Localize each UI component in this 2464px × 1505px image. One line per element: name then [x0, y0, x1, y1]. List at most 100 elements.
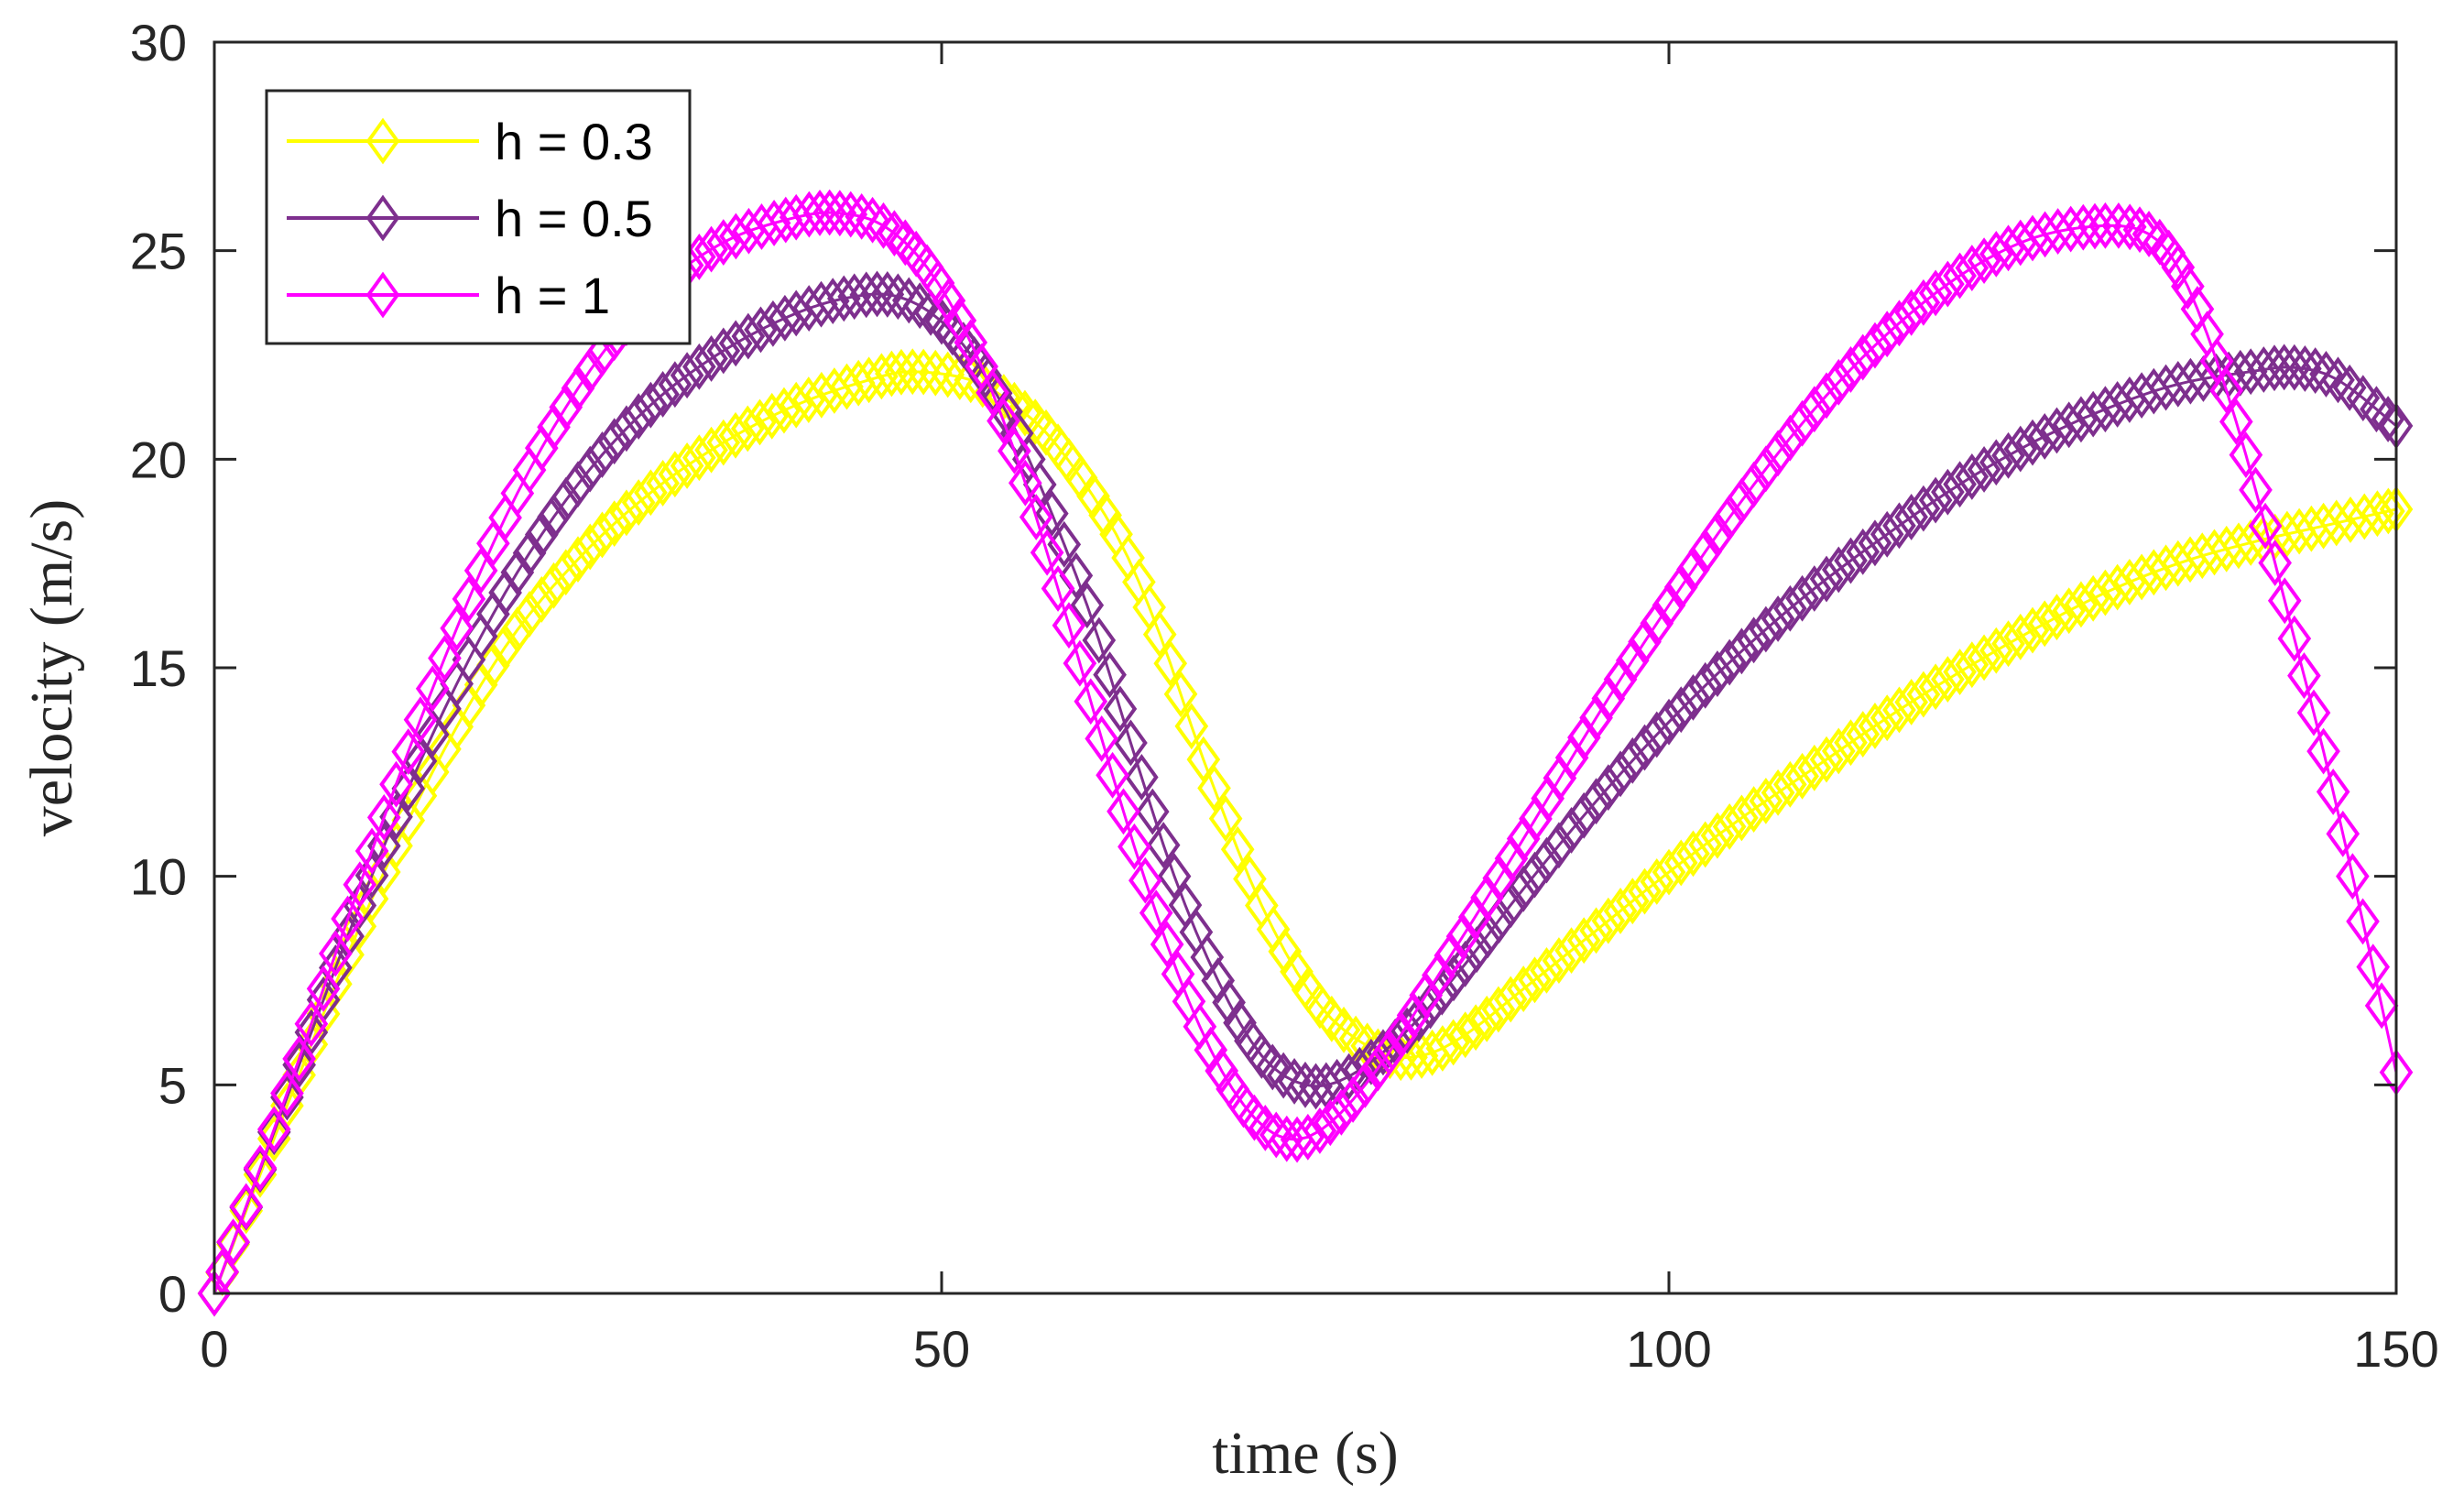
data-point-marker [1663, 839, 1698, 887]
data-point-marker [1663, 686, 1698, 734]
y-tick-label: 10 [130, 848, 187, 906]
data-point-marker [779, 289, 813, 337]
data-point-marker [1918, 269, 1953, 317]
data-point-marker [2003, 425, 2038, 473]
data-point-marker [1566, 917, 1601, 965]
data-point-marker [585, 511, 619, 559]
data-point-marker [860, 270, 894, 318]
data-point-marker [524, 576, 559, 623]
data-point-marker [2015, 606, 2050, 654]
data-point-marker [1070, 582, 1105, 629]
data-point-marker [2371, 396, 2405, 442]
data-point-marker [1894, 679, 1928, 725]
x-tick-label: 0 [200, 1320, 228, 1378]
legend: h = 0.3 h = 0.5 h = 1 [265, 89, 692, 345]
data-point-marker [1303, 1107, 1337, 1154]
data-point-marker [343, 882, 377, 929]
data-point-marker [2064, 581, 2099, 628]
data-point-marker [2319, 499, 2354, 547]
data-point-marker [719, 213, 753, 260]
data-point-marker [2076, 390, 2110, 438]
data-point-marker [1700, 650, 1735, 697]
data-point-marker [2054, 205, 2088, 253]
data-point-marker [572, 346, 607, 394]
data-point-marker [634, 469, 668, 517]
data-point-marker [2296, 689, 2331, 736]
data-point-marker [2360, 490, 2394, 538]
data-point-marker [1906, 278, 1941, 326]
data-point-marker [1354, 1038, 1389, 1085]
data-point-marker [229, 1183, 264, 1230]
data-point-marker [658, 361, 692, 409]
data-point-marker [1761, 430, 1795, 477]
data-point-marker [1338, 1015, 1373, 1063]
data-point-marker [391, 728, 426, 775]
data-point-marker [2015, 419, 2050, 466]
data-point-marker [343, 861, 377, 909]
data-point-marker [1030, 529, 1064, 576]
data-point-marker [1530, 836, 1564, 884]
data-point-marker [706, 419, 741, 466]
data-point-marker [549, 476, 583, 524]
data-point-marker [1153, 639, 1188, 687]
data-point-marker [391, 765, 426, 812]
data-point-marker [1567, 714, 1601, 761]
data-point-marker [1332, 1052, 1366, 1100]
data-point-marker [1220, 825, 1255, 873]
data-point-marker [1436, 1019, 1470, 1066]
data-point-marker [1186, 736, 1221, 783]
data-point-marker [646, 460, 680, 507]
data-point-marker [2209, 366, 2244, 414]
data-point-marker [891, 277, 926, 324]
data-point-marker [621, 393, 656, 441]
data-point-marker [1530, 946, 1564, 994]
data-point-marker [1118, 823, 1151, 870]
data-point-marker [1628, 618, 1662, 666]
y-tick-label: 0 [158, 1265, 187, 1323]
data-point-marker [2229, 431, 2263, 479]
y-axis-title: velocity (m/s) [18, 499, 85, 836]
data-point-marker [1291, 1113, 1325, 1161]
data-point-marker [1749, 445, 1783, 493]
data-point-marker [1725, 794, 1759, 842]
data-point-marker [1008, 459, 1042, 507]
legend-item: h = 0.5 [287, 190, 653, 247]
data-point-marker [1858, 322, 1892, 369]
data-point-marker [1615, 736, 1650, 784]
data-point-marker [488, 623, 522, 671]
data-point-marker [1135, 788, 1170, 835]
data-point-marker [1821, 358, 1856, 406]
data-point-marker [2239, 466, 2273, 514]
data-point-marker [549, 384, 583, 431]
data-point-marker [1579, 778, 1613, 825]
data-point-marker [1894, 493, 1928, 540]
data-point-marker [2288, 345, 2322, 392]
data-point-marker [1436, 954, 1471, 1002]
data-point-marker [1967, 446, 2001, 493]
data-point-marker [682, 343, 716, 390]
data-point-marker [1797, 744, 1832, 791]
data-point-marker [1797, 565, 1832, 612]
data-point-marker [1277, 1057, 1312, 1105]
data-point-marker [1700, 511, 1735, 558]
data-point-marker [282, 1035, 316, 1083]
data-point-marker [512, 591, 547, 638]
data-point-marker [694, 335, 728, 382]
legend-item: h = 0.3 [287, 113, 653, 170]
data-point-marker [1201, 957, 1236, 1004]
data-point-marker [2333, 496, 2368, 543]
data-point-marker [1139, 889, 1173, 937]
data-point-marker [1493, 976, 1528, 1023]
y-tick-label: 30 [130, 14, 187, 71]
data-point-marker [918, 349, 953, 397]
data-point-marker [1063, 639, 1097, 687]
data-point-marker [1773, 414, 1807, 462]
data-point-marker [243, 1144, 278, 1192]
data-point-marker [331, 895, 365, 943]
data-point-marker [1208, 795, 1243, 843]
data-point-marker [1663, 563, 1698, 611]
data-point-marker [1579, 907, 1613, 954]
data-point-marker [1773, 584, 1807, 632]
data-point-marker [870, 270, 905, 318]
